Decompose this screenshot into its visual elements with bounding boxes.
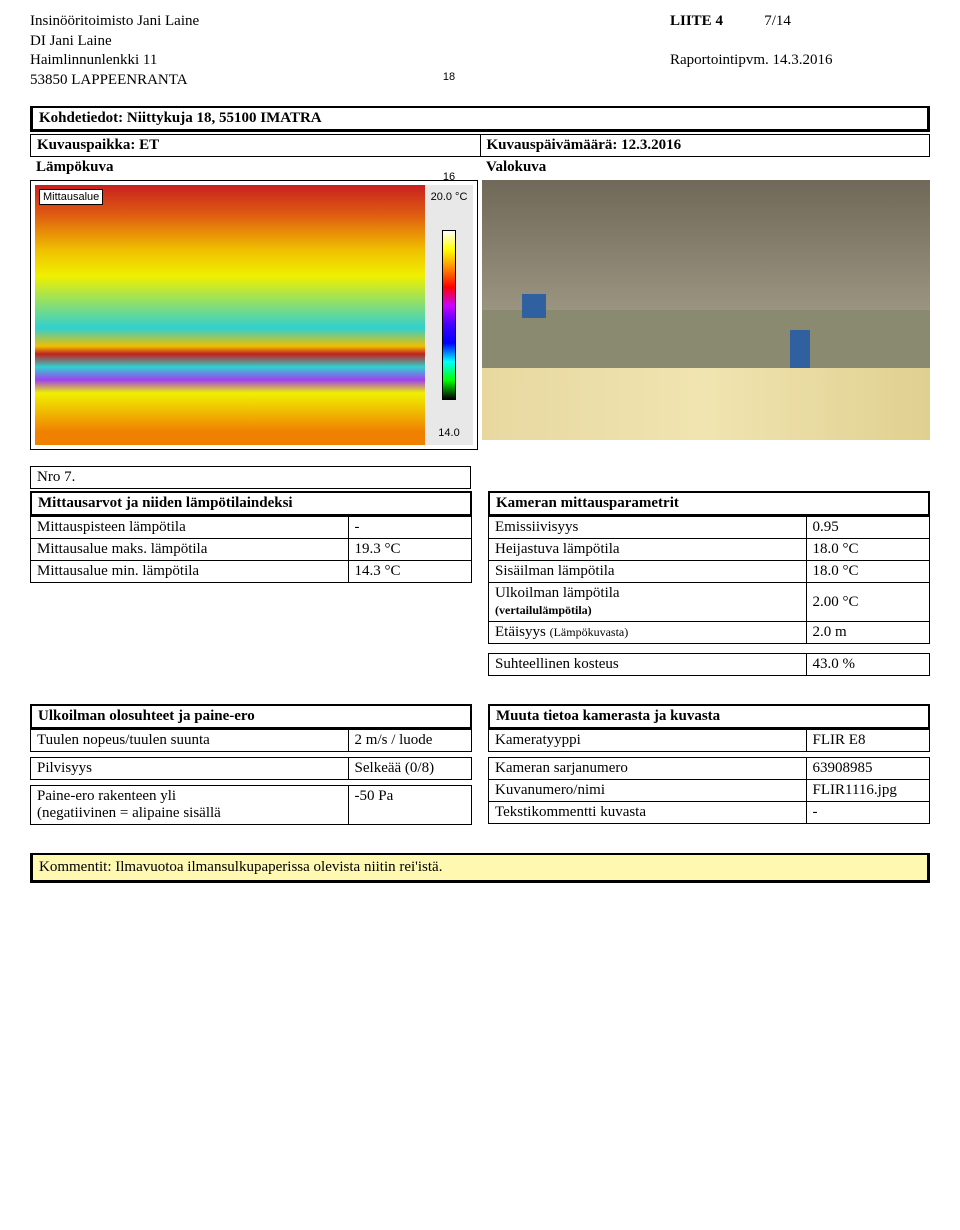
table-row — [489, 644, 930, 654]
photo-title: Valokuva — [480, 157, 930, 178]
table-row: Emissiivisyys0.95 — [489, 517, 930, 539]
table-row: Mittauspisteen lämpötila- — [31, 517, 472, 539]
scale-t1: 18 — [443, 71, 455, 83]
shoot-date-box: Kuvauspäivämäärä: 12.3.2016 — [480, 134, 931, 157]
appendix-label: LIITE 4 — [670, 13, 723, 29]
report-date: Raportointipvm. 14.3.2016 — [670, 51, 930, 71]
table-row: Etäisyys (Lämpökuvasta)2.0 m — [489, 622, 930, 644]
right-table-header: Kameran mittausparametrit — [488, 491, 930, 516]
camera-info-table: KameratyyppiFLIR E8 Kameran sarjanumero6… — [488, 729, 930, 824]
table-row: Paine-ero rakenteen yli(negatiivinen = a… — [31, 786, 472, 825]
table-row: Tekstikommentti kuvasta- — [489, 802, 930, 824]
table-row: Kameran sarjanumero63908985 — [489, 758, 930, 780]
city: 53850 LAPPEENRANTA — [30, 71, 199, 91]
measurement-tables: Mittausarvot ja niiden lämpötilaindeksi … — [30, 491, 930, 676]
thermal-image: Mittausalue 20.0 °C 18 16 14.0 — [35, 185, 473, 445]
camera-info-col: Muuta tietoa kamerasta ja kuvasta Kamera… — [488, 704, 930, 825]
bottom-tables: Ulkoilman olosuhteet ja paine-ero Tuulen… — [30, 704, 930, 825]
header-right: LIITE 4 7/14 Raportointipvm. 14.3.2016 — [670, 12, 930, 90]
street: Haimlinnunlenkki 11 — [30, 51, 199, 71]
shoot-location-box: Kuvauspaikka: ET — [30, 134, 480, 157]
table-row: Tuulen nopeus/tuulen suunta2 m/s / luode — [31, 730, 472, 752]
camera-info-header: Muuta tietoa kamerasta ja kuvasta — [488, 704, 930, 729]
scale-t2: 16 — [443, 171, 455, 183]
table-row: Ulkoilman lämpötila(vertailulämpötila)2.… — [489, 583, 930, 622]
table-row: Mittausalue maks. lämpötila19.3 °C — [31, 539, 472, 561]
left-table-header: Mittausarvot ja niiden lämpötilaindeksi — [30, 491, 472, 516]
table-row: Suhteellinen kosteus43.0 % — [489, 654, 930, 676]
measure-area-label: Mittausalue — [39, 189, 103, 205]
thermal-image-box: Mittausalue 20.0 °C 18 16 14.0 — [30, 180, 478, 450]
table-row: KameratyyppiFLIR E8 — [489, 730, 930, 752]
measurement-right-col: Kameran mittausparametrit Emissiivisyys0… — [488, 491, 930, 676]
right-data-table: Emissiivisyys0.95 Heijastuva lämpötila18… — [488, 516, 930, 676]
thermal-title: Lämpökuva — [30, 157, 480, 178]
scale-bar-icon — [442, 230, 456, 400]
header-left: Insinööritoimisto Jani Laine DI Jani Lai… — [30, 12, 199, 90]
table-row: Sisäilman lämpötila18.0 °C — [489, 561, 930, 583]
table-row: Mittausalue min. lämpötila14.3 °C — [31, 561, 472, 583]
image-section: Mittausalue 20.0 °C 18 16 14.0 — [30, 180, 930, 450]
scale-top: 20.0 °C — [431, 191, 468, 203]
thermal-color-scale: 20.0 °C 18 16 14.0 — [425, 185, 473, 445]
reference-photo — [482, 180, 930, 440]
company-name: Insinööritoimisto Jani Laine — [30, 12, 199, 32]
outdoor-conditions-col: Ulkoilman olosuhteet ja paine-ero Tuulen… — [30, 704, 472, 825]
table-row: Heijastuva lämpötila18.0 °C — [489, 539, 930, 561]
comment-box: Kommentit: Ilmavuotoa ilmansulkupaperiss… — [32, 854, 928, 881]
outdoor-table: Tuulen nopeus/tuulen suunta2 m/s / luode… — [30, 729, 472, 825]
person-title: DI Jani Laine — [30, 32, 199, 52]
outdoor-header: Ulkoilman olosuhteet ja paine-ero — [30, 704, 472, 729]
table-row: PilvisyysSelkeää (0/8) — [31, 758, 472, 780]
page-number: 7/14 — [764, 13, 791, 29]
nro-label: Nro 7. — [30, 466, 471, 489]
document-header: Insinööritoimisto Jani Laine DI Jani Lai… — [30, 12, 930, 90]
left-data-table: Mittauspisteen lämpötila- Mittausalue ma… — [30, 516, 472, 583]
measurement-left-col: Mittausarvot ja niiden lämpötilaindeksi … — [30, 491, 472, 676]
comment-outer: Kommentit: Ilmavuotoa ilmansulkupaperiss… — [30, 853, 930, 883]
scale-bottom: 14.0 — [438, 427, 459, 439]
table-row: Kuvanumero/nimiFLIR1116.jpg — [489, 780, 930, 802]
site-info-box: Kohdetiedot: Niittykuja 18, 55100 IMATRA — [32, 107, 928, 130]
